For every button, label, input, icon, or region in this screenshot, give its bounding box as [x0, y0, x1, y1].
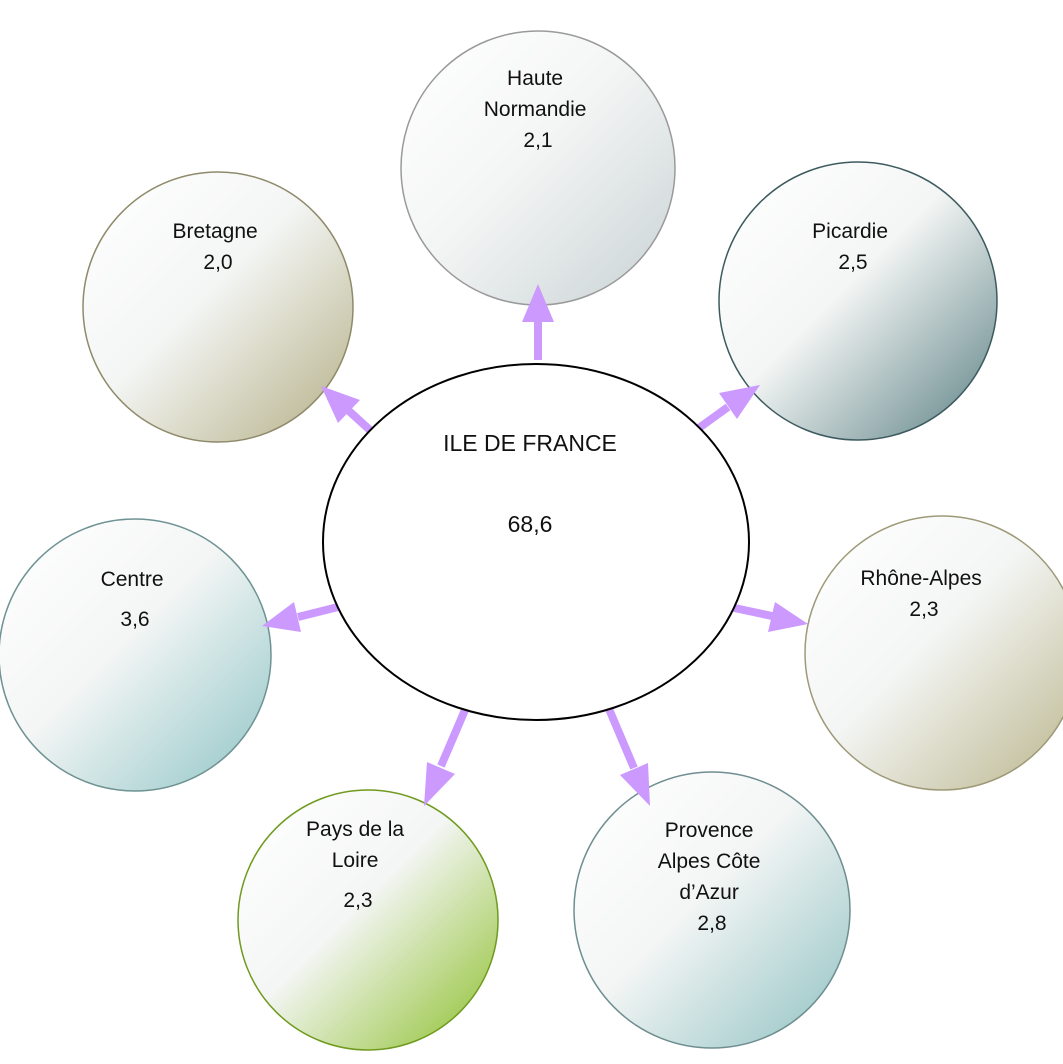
arrow-to-pays-de-la-loire [424, 708, 469, 806]
region-label-line: Picardie [812, 220, 888, 243]
arrow-to-haute-normandie [522, 284, 554, 360]
region-rhone-alpes: Rhône-Alpes 2,3 [804, 515, 1063, 791]
region-label: Pays de la Loire 2,3 [306, 818, 410, 912]
region-value: 3,6 [120, 608, 149, 631]
region-label-line: Loire [332, 849, 379, 872]
center-title: ILE DE FRANCE [443, 430, 617, 456]
region-picardie: Picardie 2,5 [718, 161, 998, 441]
region-circle [0, 518, 272, 792]
region-pays-de-la-loire: Pays de la Loire 2,3 [237, 789, 499, 1051]
region-provence-alpes-cote-dazur: Provence Alpes Côte d’Azur 2,8 [573, 771, 851, 1049]
region-label: Rhône-Alpes 2,3 [860, 567, 987, 621]
arrow-to-bretagne [321, 386, 375, 435]
region-label-line: Normandie [484, 98, 587, 121]
center-value: 68,6 [508, 511, 553, 537]
region-centre: Centre 3,6 [0, 518, 272, 792]
region-label-line: Pays de la [306, 818, 404, 841]
region-value: 2,5 [838, 251, 867, 274]
region-label: Centre 3,6 [101, 568, 170, 631]
region-label: Bretagne 2,0 [172, 220, 263, 274]
region-value: 2,3 [343, 889, 372, 912]
flow-arrows [262, 284, 808, 806]
region-circle [804, 515, 1063, 791]
center-ellipse [322, 363, 750, 721]
arrow-to-rhone-alpes [724, 602, 808, 632]
region-label: Picardie 2,5 [812, 220, 894, 274]
region-circle [82, 171, 354, 443]
arrow-to-picardie [689, 385, 760, 437]
region-value: 2,0 [203, 251, 232, 274]
center-node: ILE DE FRANCE 68,6 [322, 363, 750, 721]
region-value: 2,1 [523, 129, 552, 152]
region-label-line: Alpes Côte [658, 850, 761, 873]
region-label-line: Haute [507, 67, 563, 90]
region-label: Provence Alpes Côte d’Azur 2,8 [658, 819, 767, 935]
region-label-line: Centre [101, 568, 164, 591]
region-circle [237, 789, 499, 1051]
region-label-line: Bretagne [172, 220, 257, 243]
arrow-to-centre [262, 602, 339, 632]
region-value: 2,8 [697, 912, 726, 935]
region-label: Haute Normandie 2,1 [484, 67, 593, 152]
region-label-line: d’Azur [679, 881, 739, 904]
region-circle [718, 161, 998, 441]
region-bretagne: Bretagne 2,0 [82, 171, 354, 443]
region-circle [573, 771, 851, 1049]
arrow-to-provence-alpes-cote-dazur [605, 707, 650, 806]
region-haute-normandie: Haute Normandie 2,1 [400, 30, 676, 306]
region-value: 2,3 [909, 598, 938, 621]
region-label-line: Provence [665, 819, 754, 842]
region-label-line: Rhône-Alpes [860, 567, 981, 590]
